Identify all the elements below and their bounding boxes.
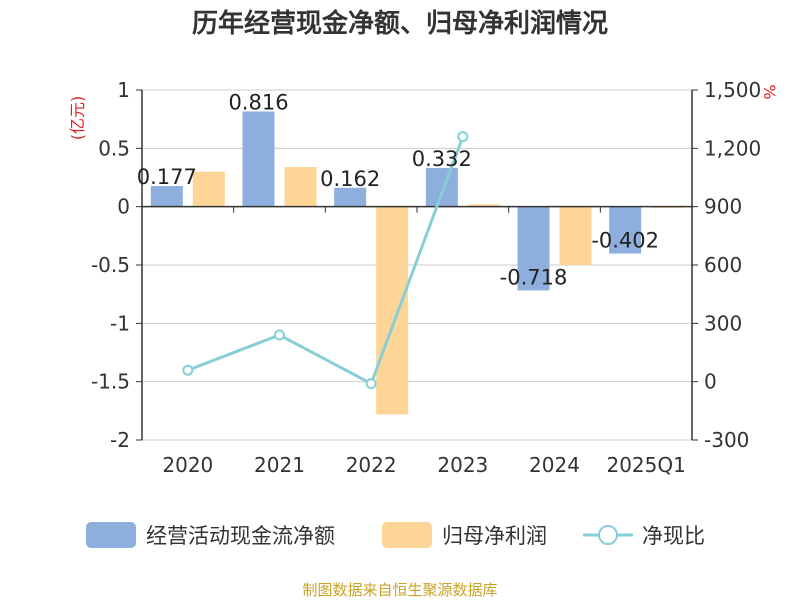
cash-flow-bar bbox=[517, 206, 550, 291]
left-tick-label: -2 bbox=[110, 428, 130, 452]
cash-flow-data-label: -0.402 bbox=[591, 229, 659, 253]
cash-flow-bar bbox=[150, 186, 183, 207]
right-tick-label: 1,200 bbox=[704, 136, 761, 160]
left-tick-label: 0 bbox=[117, 195, 130, 219]
category-label: 2020 bbox=[162, 453, 213, 477]
net-profit-bar bbox=[467, 204, 500, 207]
legend-ratio-label: 净现比 bbox=[642, 524, 705, 548]
net-profit-bar bbox=[376, 206, 409, 415]
category-label: 2021 bbox=[254, 453, 305, 477]
category-label: 2022 bbox=[346, 453, 397, 477]
ratio-point bbox=[457, 131, 469, 143]
right-tick-label: 900 bbox=[704, 195, 742, 219]
cash-flow-bar bbox=[609, 206, 642, 254]
left-axis-unit: (亿元) bbox=[68, 96, 87, 141]
category-label: 2025Q1 bbox=[606, 453, 685, 477]
net-profit-bar bbox=[192, 171, 225, 207]
source-note: 制图数据来自恒生聚源数据库 bbox=[302, 581, 497, 599]
legend-cash-swatch bbox=[86, 522, 136, 548]
legend: 经营活动现金流净额 归母净利润 净现比 bbox=[86, 522, 705, 548]
cash-flow-data-label: -0.718 bbox=[500, 265, 568, 289]
bars bbox=[150, 111, 684, 415]
left-tick-label: 1 bbox=[117, 78, 130, 102]
chart-title: 历年经营现金净额、归母净利润情况 bbox=[192, 8, 608, 39]
cash-flow-data-label: 0.177 bbox=[137, 165, 197, 189]
ratio-line bbox=[187, 136, 465, 386]
right-tick-label: 300 bbox=[704, 311, 742, 335]
net-profit-bar bbox=[284, 167, 317, 207]
ratio-point bbox=[182, 364, 194, 376]
right-tick-label: 0 bbox=[704, 370, 717, 394]
left-tick-label: -1.5 bbox=[91, 370, 130, 394]
cash-flow-bar bbox=[242, 111, 275, 207]
legend-ratio-marker bbox=[598, 525, 618, 545]
left-tick-label: -1 bbox=[110, 311, 130, 335]
legend-profit-label: 归母净利润 bbox=[442, 524, 547, 548]
cash-flow-data-label: 0.332 bbox=[412, 147, 472, 171]
data-labels: 0.177 0.816 0.162 0.332 -0.718 -0.402 bbox=[137, 90, 659, 289]
grid bbox=[142, 89, 692, 441]
ratio-line-layer bbox=[182, 131, 469, 390]
cash-flow-bar bbox=[425, 167, 458, 207]
right-tick-label: 1,500 bbox=[704, 78, 761, 102]
net-profit-bar bbox=[559, 206, 592, 265]
cash-flow-data-label: 0.162 bbox=[320, 167, 380, 191]
ratio-point bbox=[274, 329, 285, 341]
right-tick-label: 600 bbox=[704, 253, 742, 277]
legend-profit-swatch bbox=[382, 522, 432, 548]
right-tick-label: -300 bbox=[704, 428, 749, 452]
cash-flow-bar bbox=[334, 187, 367, 207]
ratio-point bbox=[365, 378, 377, 390]
left-tick-label: 0.5 bbox=[98, 136, 130, 160]
left-tick-label: -0.5 bbox=[91, 253, 130, 277]
axes: 1 0.5 0 -0.5 -1 -1.5 -2 1,500 1,200 900 600 300 0 -30… bbox=[91, 78, 761, 477]
right-axis-unit: % bbox=[760, 84, 779, 99]
cash-flow-data-label: 0.816 bbox=[228, 90, 288, 114]
legend-cash-label: 经营活动现金流净额 bbox=[146, 524, 335, 548]
category-label: 2023 bbox=[437, 453, 488, 477]
category-label: 2024 bbox=[529, 453, 580, 477]
